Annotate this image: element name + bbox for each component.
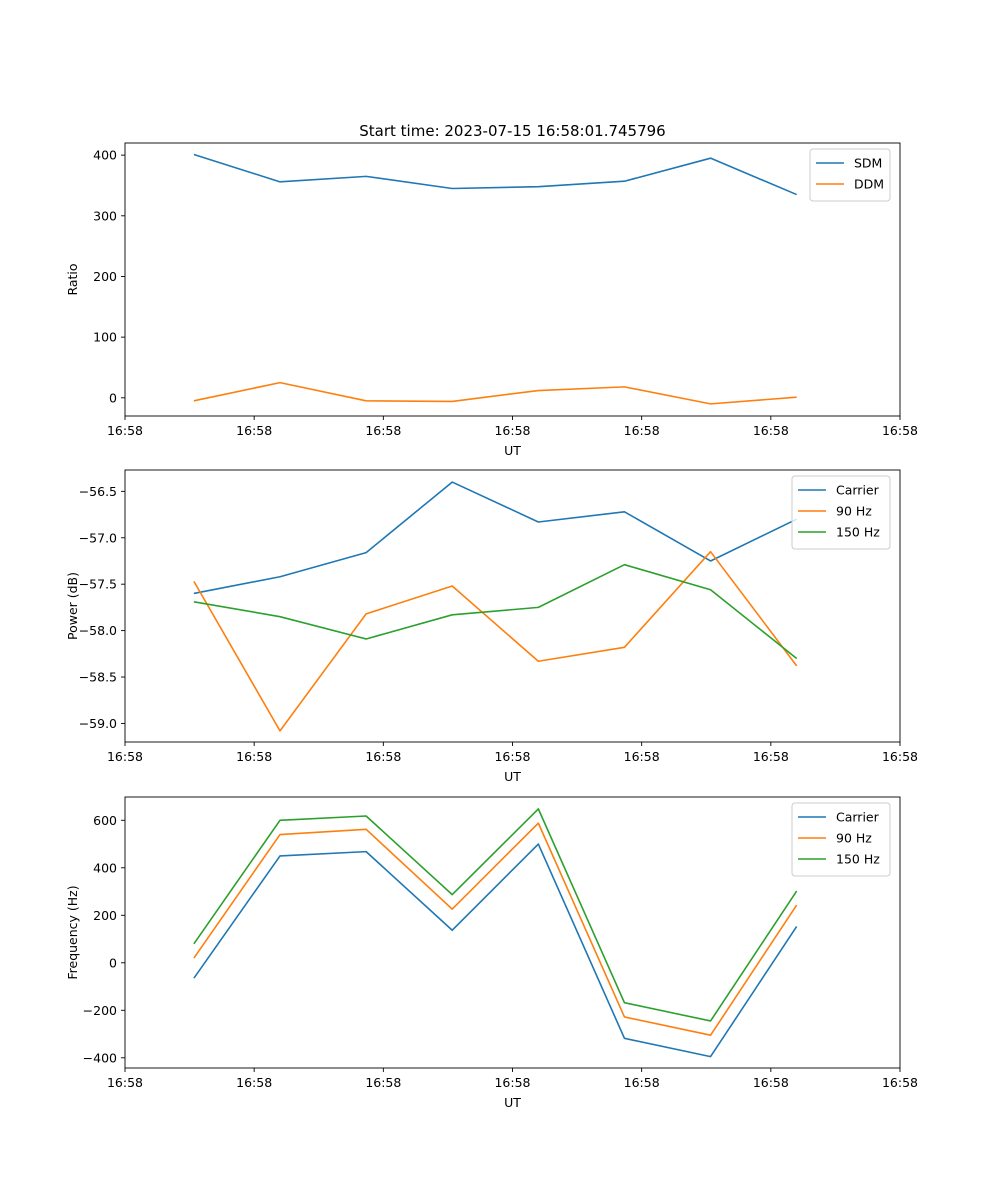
ratio-panel: 16:58 16:58 16:58 16:58 16:58 16:58 16:58 0 100 2… [65, 142, 918, 458]
frequency-ytick-label: −400 [83, 1050, 117, 1065]
power-legend-box [791, 475, 891, 550]
power-ytick-label: −56.5 [79, 484, 117, 499]
frequency-xtick-label: 16:58 [624, 1075, 660, 1090]
power-ytick-label: −58.5 [79, 670, 117, 685]
ratio-legend: SDM DDM [809, 148, 891, 202]
frequency-series-90-hz-line [193, 822, 798, 1037]
frequency-xtick-label: 16:58 [753, 1075, 789, 1090]
power-xtick-label: 16:58 [753, 749, 789, 764]
ratio-series-sdm-line [193, 153, 797, 196]
ratio-legend-label-sdm: SDM [854, 156, 882, 171]
frequency-ytick-label: −200 [83, 1003, 117, 1018]
power-axes-frame [124, 469, 901, 743]
power-xtick-label: 16:58 [494, 749, 530, 764]
ratio-ytick-label: 400 [93, 148, 117, 163]
ratio-xtick-label: 16:58 [236, 423, 272, 438]
power-ytick-label: −58.0 [79, 623, 117, 638]
frequency-axes-frame [124, 796, 901, 1069]
power-series-90-hz-line [193, 550, 798, 732]
ratio-x-axis-label: UT [504, 443, 521, 458]
power-xtick-label: 16:58 [624, 749, 660, 764]
frequency-legend: Carrier 90 Hz 150 Hz [791, 802, 891, 877]
frequency-legend-box [791, 802, 891, 877]
power-series-carrier-line [193, 481, 798, 595]
ratio-xtick-label: 16:58 [365, 423, 401, 438]
frequency-y-axis-label: Frequency (Hz) [65, 885, 80, 979]
power-xtick-label: 16:58 [107, 749, 143, 764]
frequency-ytick-label: 400 [93, 860, 117, 875]
ratio-ytick-label: 100 [93, 330, 117, 345]
power-xtick-label: 16:58 [365, 749, 401, 764]
ratio-xtick-label: 16:58 [753, 423, 789, 438]
frequency-series-carrier-line [193, 843, 798, 1058]
ratio-y-axis-label: Ratio [65, 263, 80, 295]
frequency-xtick-label: 16:58 [494, 1075, 530, 1090]
ratio-ytick-label: 200 [93, 269, 117, 284]
ratio-xtick-label: 16:58 [107, 423, 143, 438]
power-panel: 16:58 16:58 16:58 16:58 16:58 16:58 16:58 −59.0… [65, 469, 918, 784]
frequency-xtick-label: 16:58 [365, 1075, 401, 1090]
power-legend: Carrier 90 Hz 150 Hz [791, 475, 891, 550]
ratio-axes-frame [124, 142, 901, 417]
frequency-ytick-label: 600 [93, 813, 117, 828]
frequency-legend-label-90-hz: 90 Hz [836, 831, 872, 846]
frequency-x-axis-label: UT [504, 1095, 521, 1110]
power-ytick-label: −59.0 [79, 716, 117, 731]
power-y-axis-label: Power (dB) [65, 572, 80, 640]
ratio-xtick-label: 16:58 [882, 423, 918, 438]
frequency-ytick-label: 0 [109, 955, 117, 970]
frequency-legend-label-150-hz: 150 Hz [836, 852, 880, 867]
ratio-series-ddm-line [193, 381, 797, 405]
frequency-panel: 16:58 16:58 16:58 16:58 16:58 16:58 16:58 −400 −… [65, 796, 918, 1110]
ratio-ytick-label: 0 [109, 390, 117, 405]
chart-title: Start time: 2023-07-15 16:58:01.745796 [359, 122, 665, 140]
frequency-xtick-label: 16:58 [882, 1075, 918, 1090]
power-xtick-label: 16:58 [236, 749, 272, 764]
power-ytick-label: −57.0 [79, 530, 117, 545]
ratio-xtick-label: 16:58 [494, 423, 530, 438]
power-legend-label-carrier: Carrier [836, 483, 880, 498]
power-legend-label-150-hz: 150 Hz [836, 525, 880, 540]
power-xtick-label: 16:58 [882, 749, 918, 764]
ratio-ytick-label: 300 [93, 208, 117, 223]
frequency-ytick-label: 200 [93, 908, 117, 923]
power-ytick-label: −57.5 [79, 577, 117, 592]
ratio-xtick-label: 16:58 [624, 423, 660, 438]
power-series-150-hz-line [193, 563, 798, 660]
ratio-legend-box [809, 148, 891, 202]
ratio-legend-label-ddm: DDM [854, 177, 884, 192]
power-x-axis-label: UT [504, 769, 521, 784]
frequency-xtick-label: 16:58 [107, 1075, 143, 1090]
frequency-xtick-label: 16:58 [236, 1075, 272, 1090]
frequency-legend-label-carrier: Carrier [836, 810, 880, 825]
power-legend-label-90-hz: 90 Hz [836, 504, 872, 519]
frequency-series-150-hz-line [193, 808, 798, 1022]
